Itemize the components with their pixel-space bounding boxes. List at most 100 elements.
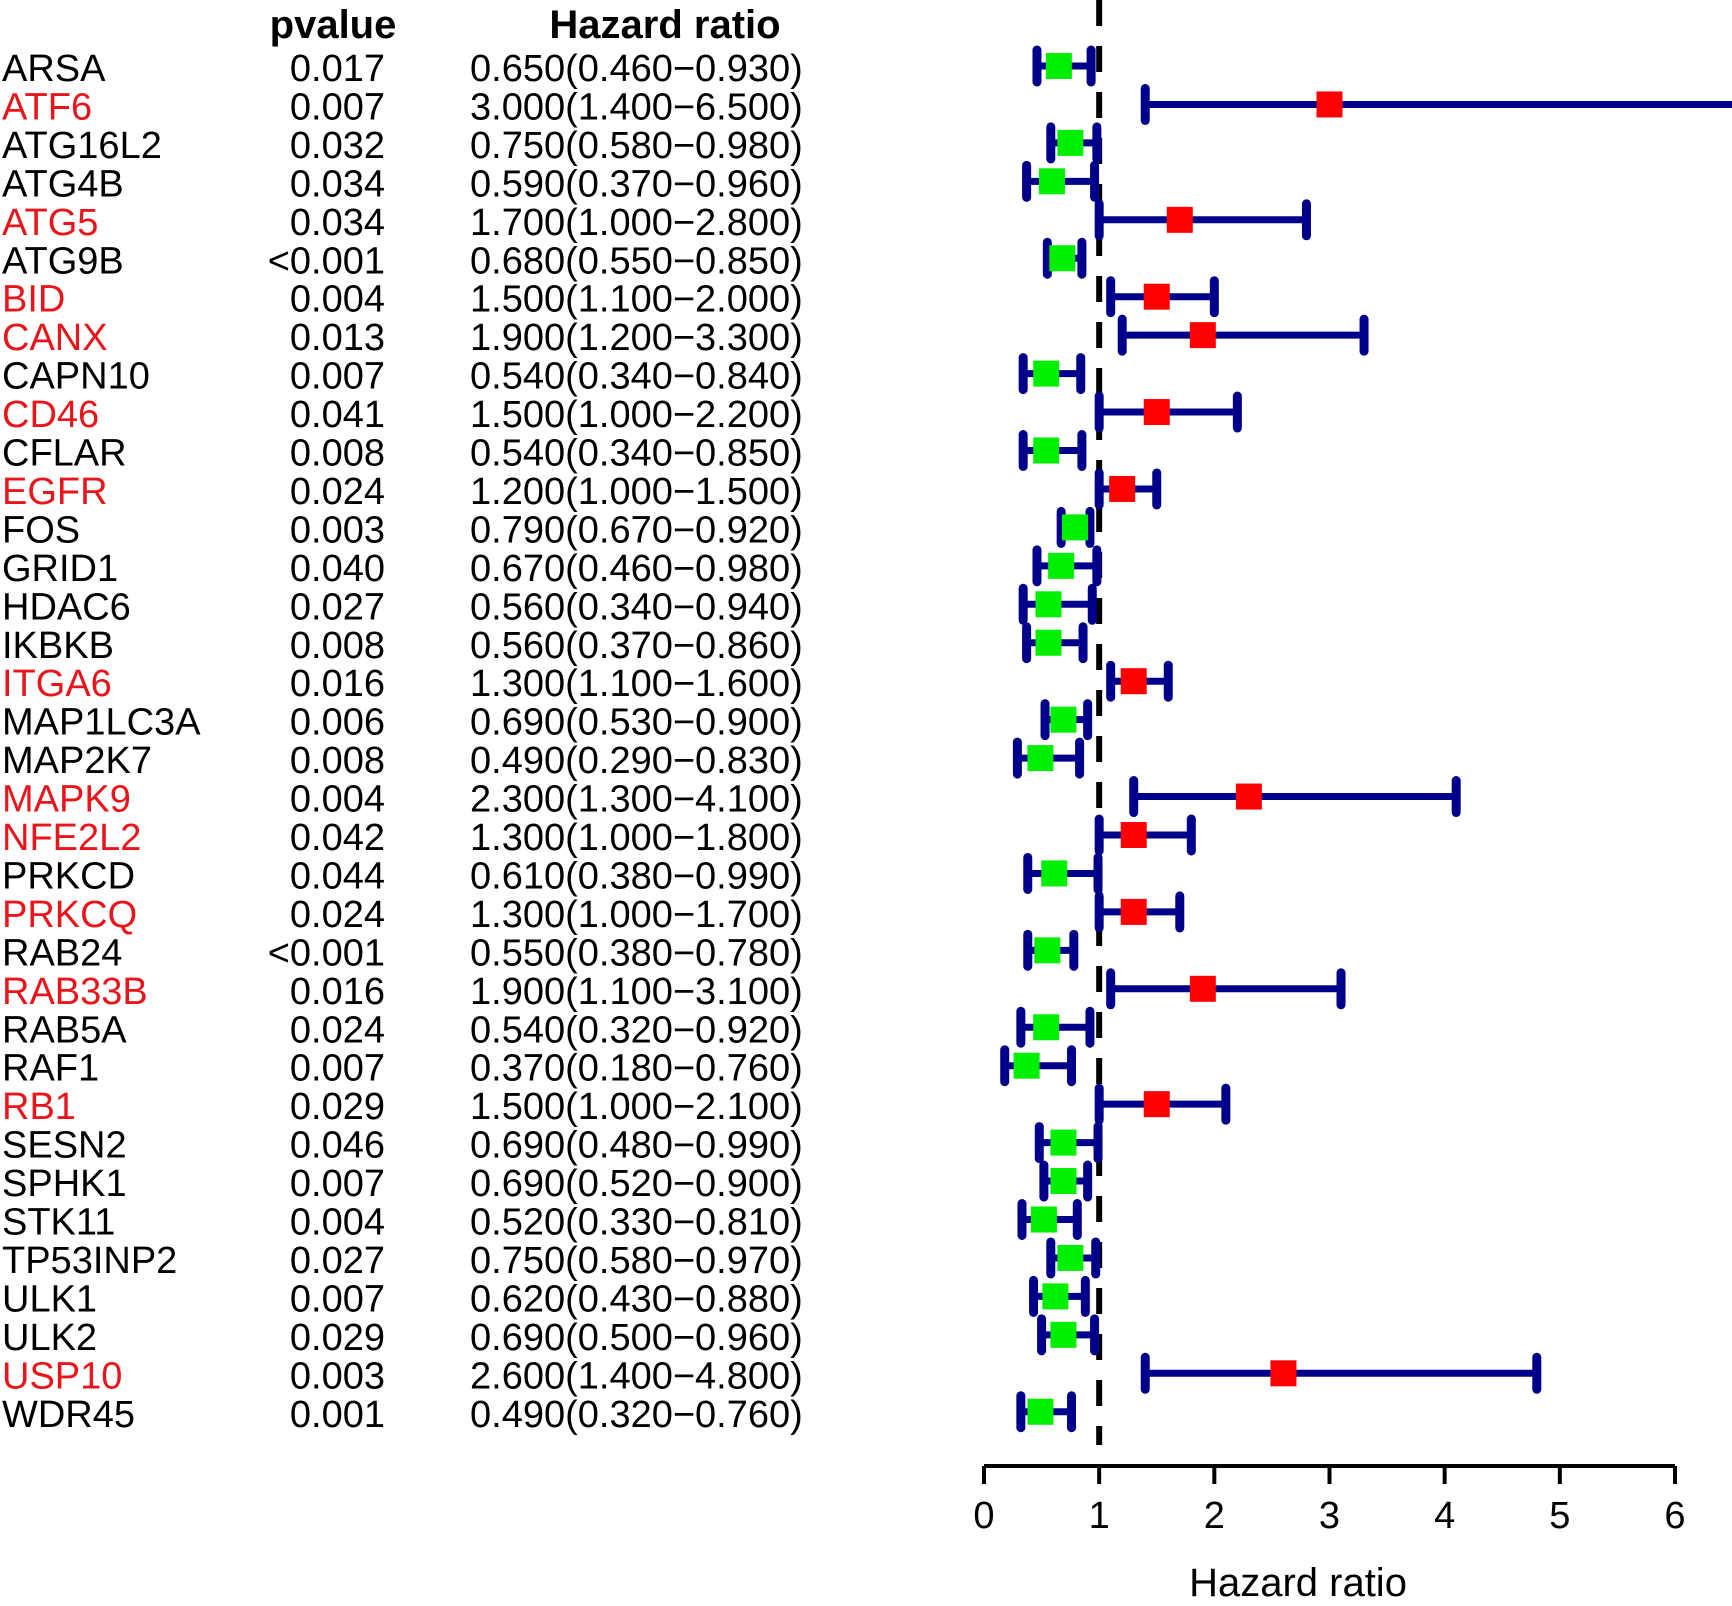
hazard-ratio-cell: 2.300(1.300−4.100) bbox=[470, 779, 803, 821]
gene-label: PRKCQ bbox=[2, 894, 137, 936]
table-row: ATG4B 0.034 0.590(0.370−0.960) bbox=[2, 163, 803, 205]
hazard-ratio-cell: 1.300(1.000−1.800) bbox=[470, 817, 803, 859]
gene-label: PRKCD bbox=[2, 855, 135, 897]
table-row: USP10 0.003 2.600(1.400−4.800) bbox=[2, 1355, 803, 1397]
table-row: MAP2K7 0.008 0.490(0.290−0.830) bbox=[2, 740, 803, 782]
pvalue-cell: 0.003 bbox=[290, 1355, 385, 1397]
plot-marks bbox=[1000, 0, 1732, 1445]
gene-label: IKBKB bbox=[2, 625, 114, 667]
gene-label: TP53INP2 bbox=[2, 1240, 177, 1282]
table-row: ULK1 0.007 0.620(0.430−0.880) bbox=[2, 1278, 803, 1320]
hazard-ratio-cell: 1.300(1.000−1.700) bbox=[470, 894, 803, 936]
table-row: PRKCQ 0.024 1.300(1.000−1.700) bbox=[2, 894, 803, 936]
table-row: STK11 0.004 0.520(0.330−0.810) bbox=[2, 1202, 803, 1244]
point-estimate bbox=[1045, 53, 1072, 79]
gene-label: BID bbox=[2, 279, 65, 321]
hazard-ratio-cell: 0.540(0.320−0.920) bbox=[470, 1009, 803, 1051]
hazard-ratio-cell: 0.490(0.320−0.760) bbox=[470, 1394, 803, 1436]
pvalue-cell: <0.001 bbox=[268, 240, 385, 282]
hazard-ratio-cell: 0.620(0.430−0.880) bbox=[470, 1278, 803, 1320]
hazard-ratio-cell: 1.300(1.100−1.600) bbox=[470, 663, 803, 705]
pvalue-cell: 0.032 bbox=[290, 125, 385, 167]
x-tick-label: 4 bbox=[1434, 1495, 1455, 1537]
hazard-ratio-cell: 0.750(0.580−0.970) bbox=[470, 1240, 803, 1282]
pvalue-cell: 0.042 bbox=[290, 817, 385, 859]
point-estimate bbox=[1316, 91, 1343, 118]
table-row: CFLAR 0.008 0.540(0.340−0.850) bbox=[2, 433, 803, 475]
point-estimate bbox=[1270, 1360, 1297, 1387]
point-estimate bbox=[1120, 668, 1147, 695]
table-row: IKBKB 0.008 0.560(0.370−0.860) bbox=[2, 625, 803, 667]
hazard-ratio-cell: 2.600(1.400−4.800) bbox=[470, 1355, 803, 1397]
gene-label: RAB5A bbox=[2, 1009, 127, 1051]
point-estimate bbox=[1042, 1283, 1069, 1310]
table-row: PRKCD 0.044 0.610(0.380−0.990) bbox=[2, 855, 803, 897]
gene-label: RB1 bbox=[2, 1086, 76, 1128]
gene-label: SPHK1 bbox=[2, 1163, 127, 1205]
pvalue-cell: 0.044 bbox=[290, 855, 385, 897]
pvalue-cell: 0.007 bbox=[290, 1163, 385, 1205]
gene-label: MAP2K7 bbox=[2, 740, 152, 782]
table-row: FOS 0.003 0.790(0.670−0.920) bbox=[2, 509, 803, 551]
gene-label: RAB33B bbox=[2, 971, 148, 1013]
gene-label: RAF1 bbox=[2, 1048, 99, 1090]
pvalue-cell: 0.017 bbox=[290, 48, 385, 90]
hazard-ratio-cell: 0.650(0.460−0.930) bbox=[470, 48, 803, 90]
gene-label: HDAC6 bbox=[2, 586, 131, 628]
point-estimate bbox=[1030, 1206, 1057, 1233]
point-estimate bbox=[1033, 360, 1060, 387]
gene-label: ATG5 bbox=[2, 202, 98, 244]
table-row: ARSA 0.017 0.650(0.460−0.930) bbox=[2, 48, 803, 90]
hazard-ratio-cell: 0.680(0.550−0.850) bbox=[470, 240, 803, 282]
pvalue-cell: 0.034 bbox=[290, 202, 385, 244]
hazard-ratio-cell: 0.540(0.340−0.840) bbox=[470, 356, 803, 398]
gene-label: ATG16L2 bbox=[2, 125, 162, 167]
point-estimate bbox=[1143, 283, 1170, 310]
hazard-ratio-cell: 1.700(1.000−2.800) bbox=[470, 202, 803, 244]
point-estimate bbox=[1120, 822, 1147, 848]
gene-label: SESN2 bbox=[2, 1125, 127, 1167]
point-estimate bbox=[1143, 399, 1170, 426]
hazard-ratio-cell: 0.540(0.340−0.850) bbox=[470, 433, 803, 475]
point-estimate bbox=[1050, 1129, 1077, 1156]
x-tick-label: 5 bbox=[1549, 1495, 1570, 1537]
point-estimate bbox=[1057, 1244, 1084, 1271]
table-row: ATG16L2 0.032 0.750(0.580−0.980) bbox=[2, 125, 803, 167]
pvalue-cell: 0.027 bbox=[290, 586, 385, 628]
x-tick-label: 1 bbox=[1089, 1495, 1110, 1537]
point-estimate bbox=[1035, 629, 1062, 656]
table-row: RAB5A 0.024 0.540(0.320−0.920) bbox=[2, 1009, 803, 1051]
x-axis-label: Hazard ratio bbox=[1189, 1561, 1407, 1605]
gene-label: CD46 bbox=[2, 394, 99, 436]
gene-label: NFE2L2 bbox=[2, 817, 141, 859]
hazard-ratio-cell: 0.370(0.180−0.760) bbox=[470, 1048, 803, 1090]
gene-label: WDR45 bbox=[2, 1394, 135, 1436]
table-row: EGFR 0.024 1.200(1.000−1.500) bbox=[2, 471, 803, 513]
gene-label: RAB24 bbox=[2, 932, 122, 974]
hazard-ratio-cell: 0.690(0.480−0.990) bbox=[470, 1125, 803, 1167]
hazard-ratio-cell: 0.560(0.370−0.860) bbox=[470, 625, 803, 667]
table-row: CAPN10 0.007 0.540(0.340−0.840) bbox=[2, 356, 803, 398]
hazard-ratio-cell: 0.790(0.670−0.920) bbox=[470, 509, 803, 551]
point-estimate bbox=[1013, 1052, 1040, 1079]
pvalue-cell: <0.001 bbox=[268, 932, 385, 974]
table-row: RAF1 0.007 0.370(0.180−0.760) bbox=[2, 1048, 803, 1090]
point-estimate bbox=[1061, 514, 1088, 541]
hazard-ratio-cell: 0.690(0.530−0.900) bbox=[470, 702, 803, 744]
pvalue-cell: 0.046 bbox=[290, 1125, 385, 1167]
pvalue-cell: 0.004 bbox=[290, 779, 385, 821]
point-estimate bbox=[1048, 552, 1075, 579]
hazard-ratio-cell: 1.500(1.100−2.000) bbox=[470, 279, 803, 321]
gene-label: ITGA6 bbox=[2, 663, 112, 705]
point-estimate bbox=[1050, 1321, 1077, 1348]
pvalue-cell: 0.004 bbox=[290, 1202, 385, 1244]
point-estimate bbox=[1049, 245, 1076, 272]
pvalue-cell: 0.006 bbox=[290, 702, 385, 744]
point-estimate bbox=[1035, 591, 1062, 618]
gene-label: ARSA bbox=[2, 48, 106, 90]
table-row: RB1 0.029 1.500(1.000−2.100) bbox=[2, 1086, 803, 1128]
point-estimate bbox=[1041, 860, 1068, 887]
x-tick-label: 6 bbox=[1664, 1495, 1685, 1537]
point-estimate bbox=[1189, 322, 1216, 349]
gene-label: STK11 bbox=[2, 1202, 115, 1244]
